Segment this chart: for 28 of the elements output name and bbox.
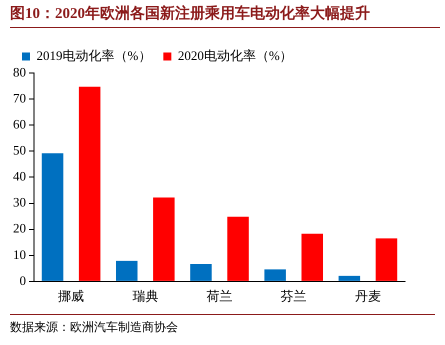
bar [338, 276, 360, 281]
bar [153, 198, 175, 281]
x-tick-label: 挪威 [58, 288, 84, 304]
x-tick-label: 芬兰 [280, 288, 307, 304]
bar [264, 269, 286, 281]
legend-label: 2019电动化率（%） [36, 48, 152, 63]
x-tick-label: 瑞典 [132, 288, 158, 304]
x-tick-label: 荷兰 [206, 288, 232, 304]
bar [376, 238, 398, 281]
y-tick-label: 60 [13, 116, 26, 132]
y-tick-label: 70 [13, 90, 26, 106]
legend-label: 2020电动化率（%） [178, 48, 293, 63]
y-tick-label: 10 [13, 246, 26, 262]
bar [190, 264, 212, 281]
y-tick-label: 0 [20, 272, 26, 288]
y-tick-label: 50 [13, 142, 26, 158]
bar [301, 234, 324, 281]
bar [42, 153, 64, 281]
y-tick-label: 20 [13, 220, 26, 236]
source-note: 数据来源：欧洲汽车制造商协会 [10, 314, 435, 336]
bar [78, 86, 100, 281]
y-tick-label: 80 [13, 64, 26, 80]
x-tick-label: 丹麦 [354, 288, 381, 304]
bar [227, 216, 249, 281]
chart-title: 图10：2020年欧洲各国新注册乘用车电动化率大幅提升 [10, 4, 440, 28]
y-tick-label: 40 [13, 168, 26, 184]
y-tick-label: 30 [13, 194, 26, 210]
bar [116, 260, 138, 281]
